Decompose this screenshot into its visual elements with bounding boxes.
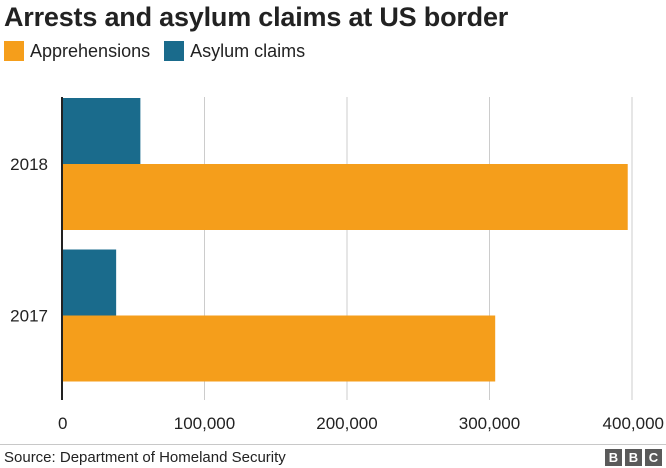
chart-title: Arrests and asylum claims at US border	[4, 2, 509, 32]
legend-swatch-apprehensions	[4, 41, 24, 61]
category-label-2018: 2018	[10, 155, 48, 174]
source-note: Source: Department of Homeland Security	[4, 449, 286, 466]
bbc-logo: B B C	[602, 449, 662, 466]
x-tick-label: 400,000	[603, 414, 664, 433]
x-tick-label: 200,000	[316, 414, 377, 433]
x-tick-labels: 0 100,000 200,000 300,000 400,000	[58, 414, 664, 433]
logo-letter: B	[605, 449, 622, 466]
logo-letter: B	[625, 449, 642, 466]
x-tick-label: 300,000	[459, 414, 520, 433]
logo-letter: C	[645, 449, 662, 466]
legend: Apprehensions Asylum claims	[4, 40, 319, 62]
bar-asylum-claims-2018	[62, 98, 141, 164]
x-tick-label: 0	[58, 414, 67, 433]
bars	[62, 98, 628, 382]
legend-item-asylum-claims: Asylum claims	[164, 41, 305, 62]
x-tick-label: 100,000	[174, 414, 235, 433]
category-label-2017: 2017	[10, 307, 48, 326]
legend-item-apprehensions: Apprehensions	[4, 41, 150, 62]
bar-asylum-claims-2017	[62, 249, 117, 316]
footer-divider	[0, 444, 666, 445]
bar-apprehensions-2018	[62, 164, 628, 230]
legend-label-apprehensions: Apprehensions	[30, 40, 151, 61]
bar-chart: 2018 2017 0 100,000 200,000 300,000 400,000	[10, 97, 664, 433]
legend-swatch-asylum-claims	[164, 41, 185, 61]
category-labels: 2018 2017	[10, 155, 48, 326]
bar-apprehensions-2017	[62, 315, 496, 382]
legend-label-asylum-claims: Asylum claims	[190, 40, 306, 61]
